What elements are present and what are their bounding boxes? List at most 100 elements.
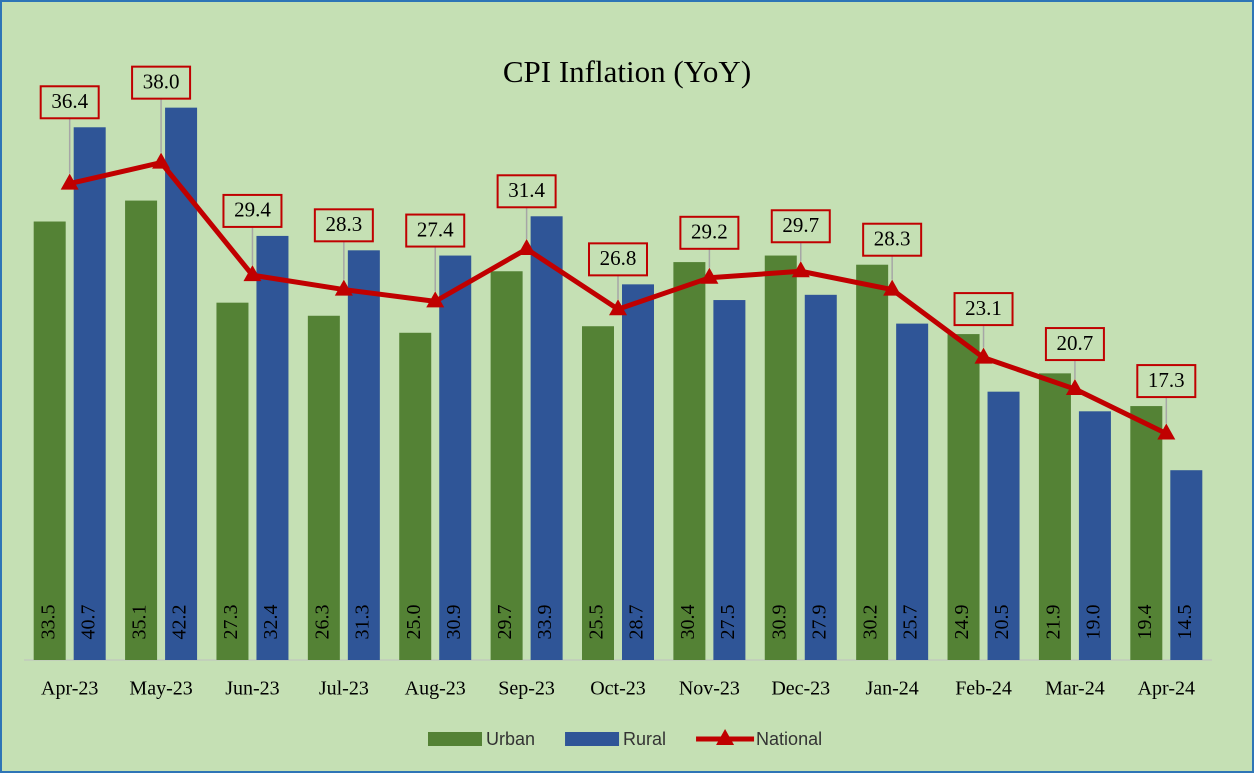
bar — [490, 271, 523, 660]
line-marker — [426, 291, 445, 308]
x-tick-label: Jan-24 — [865, 678, 918, 700]
line-marker — [60, 173, 79, 190]
x-tick-label: Jun-23 — [225, 678, 279, 700]
x-tick-label: Nov-23 — [679, 678, 740, 700]
bar-value-label: 30.9 — [443, 605, 465, 640]
bar — [1078, 411, 1111, 660]
x-tick-label: Aug-23 — [405, 678, 466, 700]
line-value-label: 20.7 — [1057, 331, 1094, 355]
line-value-label: 28.3 — [325, 212, 362, 236]
bar — [33, 221, 66, 660]
bar-value-label: 28.7 — [626, 605, 648, 640]
bar-value-label: 30.2 — [860, 605, 882, 640]
chart-title: CPI Inflation (YoY) — [503, 54, 751, 89]
bar — [1170, 470, 1203, 660]
bar — [307, 315, 340, 660]
legend-label: Urban — [486, 729, 535, 749]
label-box — [313, 208, 374, 243]
bar-value-label: 32.4 — [260, 605, 282, 640]
x-tick-label: Mar-24 — [1045, 678, 1105, 700]
line-marker — [700, 267, 719, 284]
bar-value-label: 30.4 — [677, 605, 699, 640]
bar-value-label: 27.5 — [717, 605, 739, 640]
label-box — [770, 209, 831, 244]
x-tick-label: May-23 — [129, 678, 192, 700]
line-value-label: 36.4 — [51, 89, 88, 113]
line-marker — [517, 239, 536, 256]
label-box — [679, 215, 740, 250]
bar — [216, 302, 249, 660]
line-marker — [152, 152, 171, 169]
label-box — [222, 193, 283, 228]
legend-swatch — [565, 732, 620, 746]
x-tick-label: Jul-23 — [319, 678, 369, 700]
bar-value-label: 29.7 — [494, 605, 516, 640]
line-value-label: 29.7 — [782, 213, 819, 237]
line-value-label: 29.4 — [234, 198, 271, 222]
bar — [764, 255, 797, 660]
bar — [347, 250, 380, 660]
bar — [896, 323, 929, 660]
line-marker — [334, 279, 353, 296]
bar — [713, 300, 746, 660]
bar-value-label: 35.1 — [129, 605, 151, 640]
bar-value-label: 25.7 — [900, 605, 922, 640]
bar-value-label: 27.3 — [220, 605, 242, 640]
bar — [804, 294, 837, 660]
bar-value-label: 24.9 — [951, 605, 973, 640]
bar — [856, 264, 889, 660]
label-box — [405, 213, 466, 248]
bar — [256, 235, 289, 661]
bar-value-label: 19.0 — [1083, 605, 1105, 640]
line-value-label: 29.2 — [691, 220, 728, 244]
bar — [125, 200, 158, 660]
line-marker — [243, 265, 262, 282]
label-box — [588, 242, 648, 277]
bar — [673, 262, 706, 660]
bar-value-label: 40.7 — [77, 605, 99, 640]
line-marker — [609, 299, 627, 316]
bar — [622, 284, 654, 660]
x-tick-label: Dec-23 — [771, 678, 830, 700]
line-value-label: 26.8 — [600, 246, 637, 270]
bar-value-label: 33.5 — [37, 605, 59, 640]
bar-value-label: 20.5 — [991, 605, 1013, 640]
bar-value-label: 19.4 — [1134, 605, 1156, 640]
line-marker — [791, 261, 810, 278]
x-tick-label: Apr-24 — [1138, 678, 1195, 700]
line-value-label: 17.3 — [1148, 368, 1185, 392]
line-marker — [883, 279, 902, 296]
bar-value-label: 25.0 — [403, 605, 425, 640]
bar-value-label: 27.9 — [808, 605, 830, 640]
line-marker — [1157, 423, 1176, 440]
bar-value-label: 26.3 — [311, 605, 333, 640]
label-box — [1136, 364, 1197, 399]
bar — [582, 326, 614, 660]
line-marker — [1065, 379, 1084, 396]
label-box — [39, 85, 100, 120]
bar — [73, 127, 106, 660]
bar-value-label: 33.9 — [534, 605, 556, 640]
bar-value-label: 14.5 — [1174, 605, 1196, 640]
bar-value-label: 25.5 — [586, 605, 608, 640]
label-box — [862, 222, 923, 257]
line-marker — [974, 347, 993, 364]
line-value-label: 38.0 — [143, 69, 180, 93]
line-value-label: 28.3 — [874, 227, 911, 251]
bar-value-label: 30.9 — [768, 605, 790, 640]
bar-value-label: 31.3 — [351, 605, 373, 640]
bar — [1038, 373, 1071, 660]
bar-value-label: 42.2 — [169, 605, 191, 640]
bar — [399, 332, 432, 660]
bar-value-label: 21.9 — [1043, 605, 1065, 640]
legend-swatch — [428, 732, 482, 746]
x-tick-label: Oct-23 — [590, 678, 646, 700]
label-box — [496, 174, 557, 209]
bar — [1130, 406, 1163, 660]
bar — [439, 255, 472, 660]
legend-label: Rural — [623, 729, 666, 749]
bar — [987, 391, 1020, 660]
x-tick-label: Feb-24 — [955, 678, 1012, 700]
legend-label: National — [756, 729, 822, 749]
